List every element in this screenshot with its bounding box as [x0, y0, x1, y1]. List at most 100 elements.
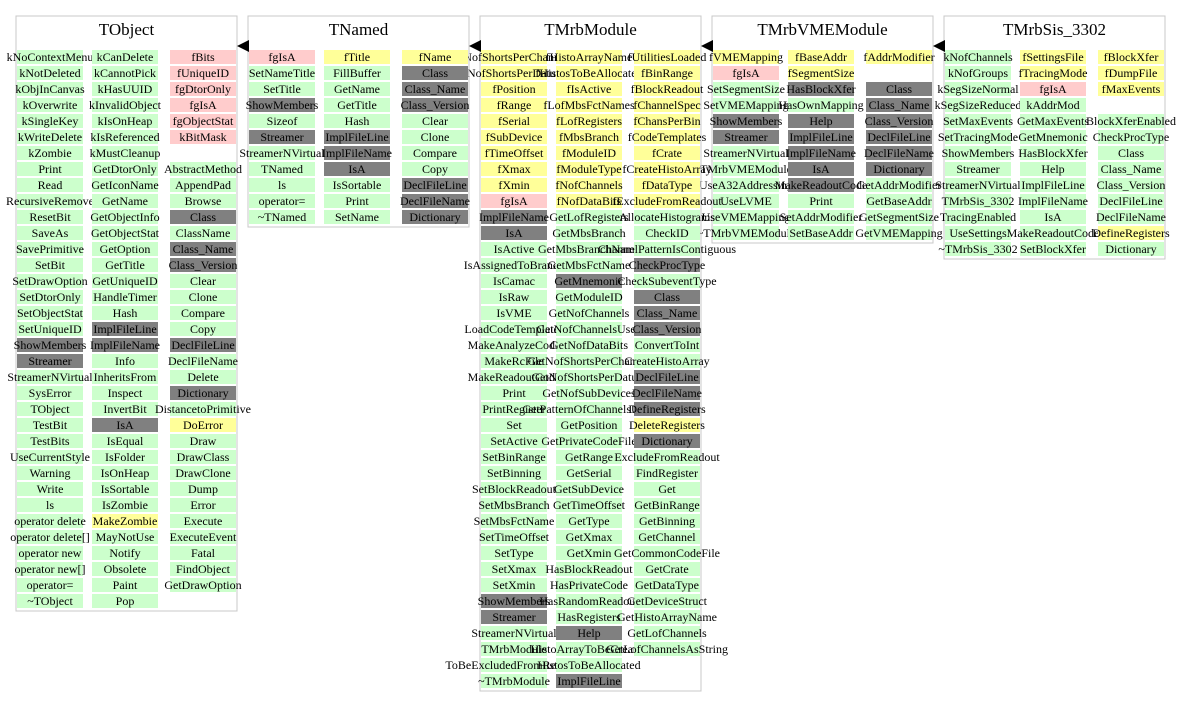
member-cell	[481, 66, 547, 80]
member-cell	[556, 498, 622, 512]
member-name: IsCamac	[493, 274, 535, 288]
member-name: ConvertToInt	[635, 338, 700, 352]
member-name: Pop	[116, 594, 135, 608]
member-name: HasBlockXfer	[786, 82, 855, 96]
member-cell	[402, 194, 468, 208]
member-name: kNofGroups	[948, 66, 1008, 80]
member-cell	[634, 434, 700, 448]
member-cell	[170, 338, 236, 352]
member-cell	[402, 114, 468, 128]
member-cell	[17, 546, 83, 560]
member-cell	[92, 306, 158, 320]
member-cell	[170, 290, 236, 304]
member-name: GetMbsBranchName	[538, 242, 640, 256]
box-border	[15, 15, 238, 612]
member-cell	[634, 450, 700, 464]
member-name: DeclFileLine	[867, 130, 930, 144]
member-cell	[1020, 66, 1086, 80]
member-name: ImplFileName	[322, 146, 392, 160]
member-cell	[170, 386, 236, 400]
member-cell	[556, 114, 622, 128]
member-cell	[634, 50, 700, 64]
member-cell	[945, 66, 1011, 80]
member-cell	[17, 354, 83, 368]
member-name: DeclFileName	[864, 146, 934, 160]
member-name: SetBit	[35, 258, 66, 272]
member-name: GetDrawOption	[164, 578, 241, 592]
member-cell	[17, 290, 83, 304]
member-cell	[634, 482, 700, 496]
member-name: IsFolder	[105, 450, 145, 464]
member-cell	[249, 82, 315, 96]
member-cell	[481, 258, 547, 272]
member-name: SetVMEMapping	[703, 98, 788, 112]
member-cell	[1098, 226, 1164, 240]
member-cell	[634, 546, 700, 560]
member-name: SetBlockXfer	[1020, 242, 1086, 256]
member-cell	[170, 466, 236, 480]
member-name: fBinRange	[641, 66, 693, 80]
box-border	[943, 15, 1166, 260]
member-cell	[1020, 146, 1086, 160]
member-cell	[556, 322, 622, 336]
member-name: Get	[658, 482, 676, 496]
member-cell	[713, 194, 779, 208]
member-cell	[1098, 242, 1164, 256]
member-cell	[92, 322, 158, 336]
member-cell	[17, 562, 83, 576]
member-name: GetNofChannelsUsed	[536, 322, 641, 336]
member-cell	[249, 178, 315, 192]
member-name: ExecuteEvent	[170, 530, 237, 544]
member-name: Dictionary	[177, 386, 228, 400]
member-name: kInvalidObject	[89, 98, 162, 112]
member-name: kCannotPick	[94, 66, 156, 80]
member-name: GetBaseAddr	[866, 194, 931, 208]
member-name: GetMnemonic	[1018, 130, 1087, 144]
member-name: MayNotUse	[96, 530, 155, 544]
member-cell	[713, 162, 779, 176]
member-cell	[556, 210, 622, 224]
member-name: ~TMrbSis_3302	[938, 242, 1017, 256]
member-name: IsZombie	[102, 498, 148, 512]
member-cell	[92, 130, 158, 144]
member-name: fNofChannels	[555, 178, 623, 192]
member-cell	[481, 274, 547, 288]
member-cell	[788, 130, 854, 144]
member-name: kSegSizeNormal	[937, 82, 1019, 96]
member-name: fRange	[497, 98, 532, 112]
member-name: ShowMembers	[710, 114, 783, 128]
member-cell	[324, 114, 390, 128]
member-cell	[481, 482, 547, 496]
member-name: fSerial	[498, 114, 531, 128]
member-cell	[481, 546, 547, 560]
member-cell	[170, 194, 236, 208]
member-cell	[634, 258, 700, 272]
member-cell	[634, 82, 700, 96]
member-cell	[17, 146, 83, 160]
member-name: GetLofChannelsAsString	[606, 642, 728, 656]
member-cell	[1098, 162, 1164, 176]
member-cell	[634, 66, 700, 80]
member-name: Clone	[421, 130, 450, 144]
member-name: SetBaseAddr	[789, 226, 852, 240]
member-name: MakeRcFile	[484, 354, 543, 368]
member-cell	[713, 82, 779, 96]
member-name: DefineRegisters	[628, 402, 706, 416]
member-name: DeclFileName	[1096, 210, 1166, 224]
member-cell	[170, 274, 236, 288]
member-cell	[170, 578, 236, 592]
member-cell	[713, 210, 779, 224]
member-name: TMrbSis_3302	[942, 194, 1015, 208]
member-cell	[17, 498, 83, 512]
member-cell	[866, 146, 932, 160]
member-cell	[945, 242, 1011, 256]
member-name: MakeAnalyzeCode	[468, 338, 561, 352]
member-cell	[634, 626, 700, 640]
member-name: fBaseAddr	[795, 50, 847, 64]
member-name: Class_Name	[173, 242, 234, 256]
member-cell	[634, 594, 700, 608]
member-cell	[17, 162, 83, 176]
member-cell	[92, 242, 158, 256]
member-name: Clear	[190, 274, 216, 288]
member-name: fDumpFile	[1105, 66, 1158, 80]
